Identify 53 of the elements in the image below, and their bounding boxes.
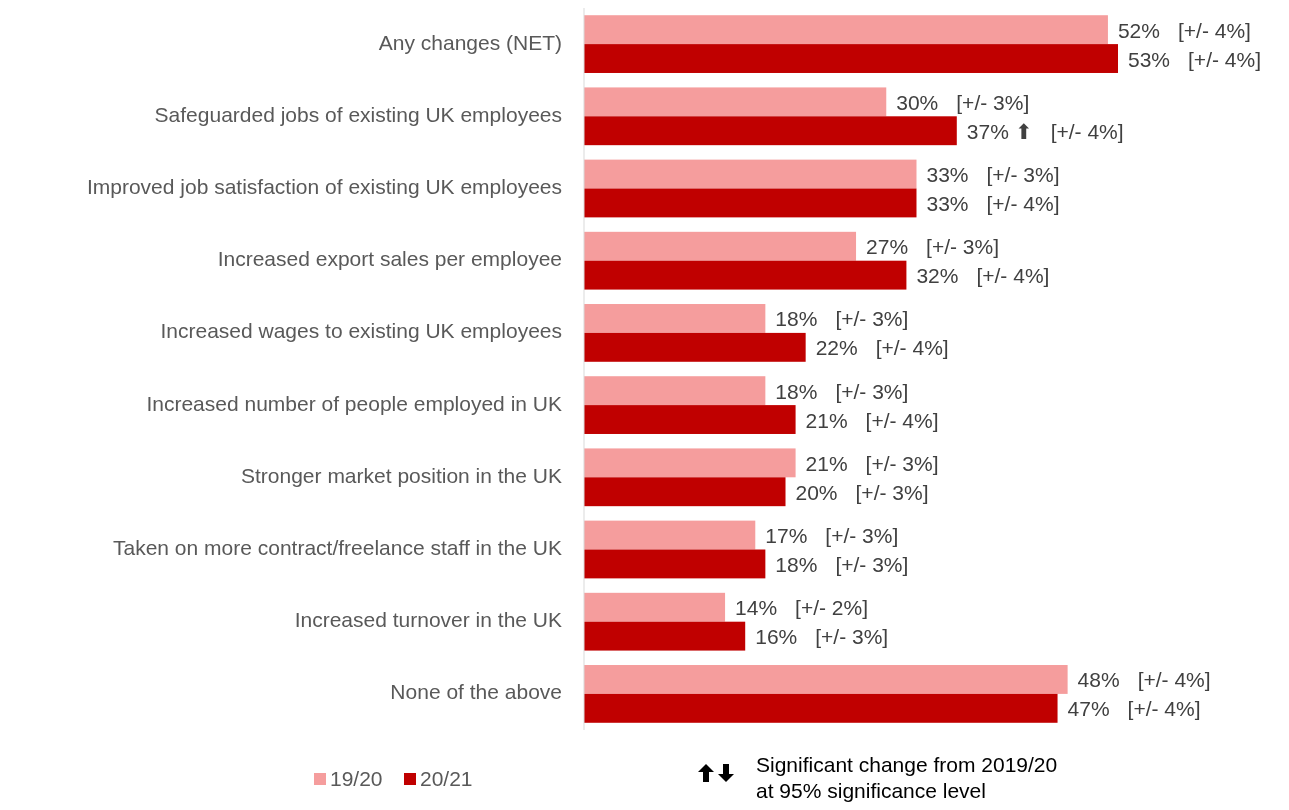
data-label: 18% [+/- 3%] [775, 307, 909, 331]
y-tick-label: Increased wages to existing UK employees [160, 319, 562, 343]
data-label: 21% [+/- 3%] [805, 451, 939, 475]
bar [584, 477, 786, 507]
bar [584, 231, 857, 261]
data-label: 33% [+/- 3%] [926, 162, 1060, 186]
legend-label: 20/21 [420, 766, 473, 790]
bar [584, 405, 796, 434]
data-label: 16% [+/- 3%] [755, 624, 889, 648]
data-label: 52% [+/- 4%] [1117, 18, 1251, 42]
y-tick-label: Increased number of people employed in UK [146, 391, 562, 415]
bar [584, 87, 887, 117]
data-label: 14% [+/- 2%] [735, 595, 869, 619]
data-label: 18% [+/- 3%] [775, 552, 909, 576]
data-label: 22% [+/- 4%] [815, 335, 949, 359]
legend-label: 19/20 [330, 766, 383, 790]
bar [584, 304, 766, 333]
bar [584, 260, 907, 290]
bar [584, 592, 726, 622]
y-tick-label: Stronger market position in the UK [241, 463, 562, 487]
bar [584, 665, 1068, 694]
bar [584, 621, 746, 651]
data-label: 18% [+/- 3%] [775, 379, 909, 403]
y-tick-label: Increased turnover in the UK [294, 608, 562, 632]
text: Significant change from 2019/20 at 95% significance level [756, 753, 1058, 802]
data-label: 32% [+/- 4%] [916, 263, 1050, 287]
bar [584, 188, 917, 218]
bar [584, 693, 1058, 723]
y-tick-label: Taken on more contract/freelance staff in the UK [112, 536, 562, 560]
bar [584, 549, 766, 579]
data-label: 30% [+/- 3%] [896, 90, 1030, 114]
data-label: 33% [+/- 4%] [926, 191, 1060, 215]
data-label: 47% [+/- 4%] [1067, 696, 1201, 720]
bar [584, 44, 1118, 73]
y-tick-label: Increased export sales per employee [217, 247, 562, 271]
data-label: 21% [+/- 4%] [805, 408, 939, 432]
data-label: 53% [+/- 4%] [1128, 47, 1261, 71]
bar [584, 159, 917, 189]
y-tick-label: Safeguarded jobs of existing UK employees [154, 102, 562, 126]
bar [584, 116, 957, 146]
data-label: 17% [+/- 3%] [765, 523, 899, 547]
data-label: 48% [+/- 4%] [1077, 668, 1211, 692]
data-label: 27% [+/- 3%] [866, 234, 1000, 258]
bar [584, 448, 796, 478]
data-label: 20% [+/- 3%] [795, 480, 929, 504]
data-label: 37% ⬆ [+/- 4%] [966, 119, 1124, 143]
y-tick-label: None of the above [390, 680, 562, 704]
bar [584, 15, 1108, 45]
bar [584, 376, 766, 406]
bar [584, 520, 756, 550]
bar [584, 332, 806, 362]
y-tick-label: Any changes (NET) [378, 30, 562, 54]
y-tick-label: Improved job satisfaction of existing UK employees [86, 175, 562, 199]
